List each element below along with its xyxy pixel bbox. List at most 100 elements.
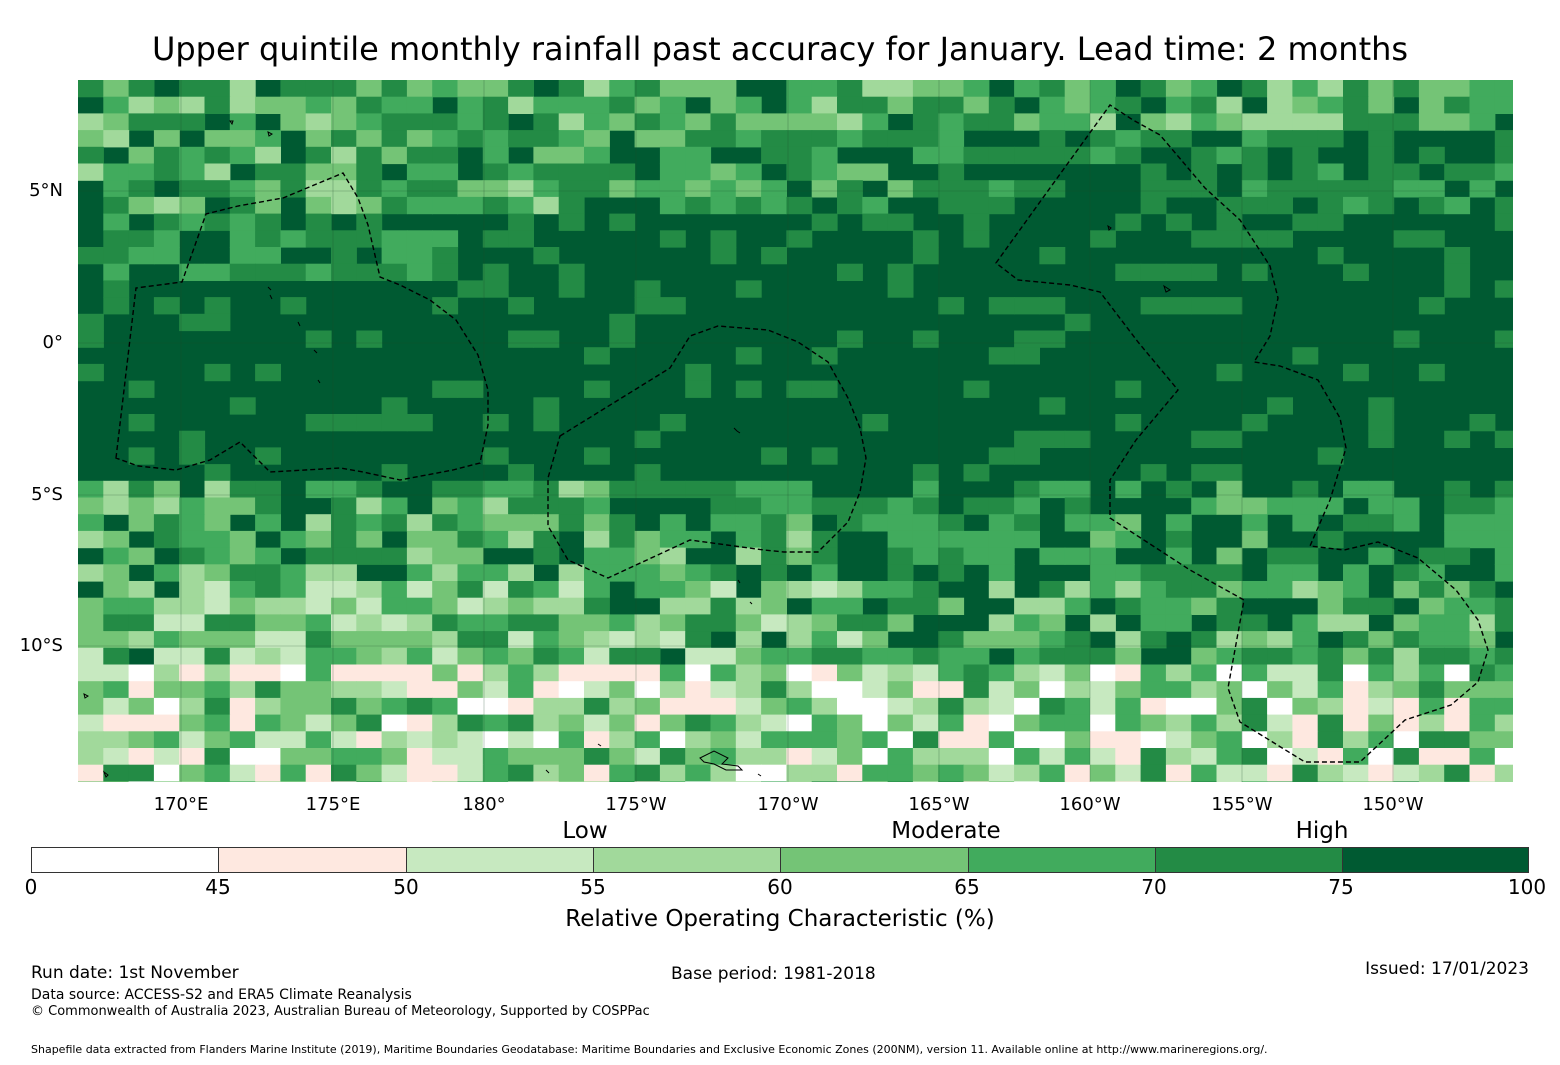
grid-cell <box>887 96 914 114</box>
grid-cell <box>1039 80 1066 98</box>
grid-cell <box>938 514 965 532</box>
grid-cell <box>963 146 990 165</box>
grid-cell <box>229 647 256 666</box>
grid-cell <box>786 480 813 499</box>
grid-cell <box>1444 781 1471 782</box>
grid-cell <box>1393 781 1420 782</box>
grid-cell <box>533 96 560 114</box>
grid-cell <box>179 731 206 749</box>
grid-cell <box>710 130 737 148</box>
grid-cell <box>1418 230 1445 248</box>
grid-cell <box>255 681 281 699</box>
grid-cell <box>229 748 256 766</box>
grid-cell <box>1267 130 1293 148</box>
grid-cell <box>533 497 560 515</box>
grid-cell <box>1216 213 1243 231</box>
grid-cell <box>988 714 1015 732</box>
grid-cell <box>331 96 357 114</box>
grid-cell <box>584 614 610 632</box>
grid-cell <box>331 697 357 716</box>
grid-cell <box>862 764 889 782</box>
grid-cell <box>280 263 307 281</box>
grid-cell <box>482 96 509 114</box>
grid-cell <box>103 230 130 248</box>
grid-cell <box>963 681 990 699</box>
grid-cell <box>280 664 307 682</box>
grid-cell <box>862 514 889 532</box>
grid-cell <box>331 113 357 131</box>
grid-cell <box>1494 280 1513 298</box>
grid-cell <box>558 714 585 732</box>
grid-cell <box>1494 647 1513 666</box>
grid-cell <box>1090 781 1116 782</box>
grid-cell <box>305 113 332 131</box>
grid-cell <box>584 497 610 515</box>
grid-cell <box>381 597 408 615</box>
grid-cell <box>331 781 357 782</box>
grid-cell <box>356 731 383 749</box>
lon-label-165w: 165°W <box>908 794 970 815</box>
grid-cell <box>1115 748 1142 766</box>
grid-cell <box>1191 430 1218 448</box>
grid-cell <box>1039 681 1066 699</box>
grid-cell <box>1039 647 1066 666</box>
grid-cell <box>1191 581 1218 599</box>
grid-cell <box>786 614 813 632</box>
grid-cell <box>1494 130 1513 148</box>
grid-cell <box>837 263 863 281</box>
grid-cell <box>1393 230 1420 248</box>
grid-cell <box>204 146 231 165</box>
grid-cell <box>229 80 256 98</box>
grid-cell <box>406 647 433 666</box>
grid-cell <box>1165 297 1192 315</box>
grid-cell <box>508 731 534 749</box>
grid-cell <box>280 80 307 98</box>
grid-cell <box>103 263 130 281</box>
grid-cell <box>584 146 610 165</box>
grid-cell <box>1241 781 1268 782</box>
grid-cell <box>305 163 332 181</box>
grid-cell <box>255 514 281 532</box>
grid-cell <box>381 230 408 248</box>
grid-cell <box>1317 180 1344 198</box>
grid-cell <box>1064 748 1091 766</box>
grid-cell <box>1165 130 1192 148</box>
grid-cell <box>1418 714 1445 732</box>
grid-cell <box>508 196 534 215</box>
grid-cell <box>381 631 408 649</box>
grid-cell <box>356 714 383 732</box>
grid-cell <box>963 781 990 782</box>
grid-cell <box>1444 514 1471 532</box>
grid-cell <box>406 614 433 632</box>
grid-cell <box>1241 714 1268 732</box>
grid-cell <box>938 631 965 649</box>
colorbar-tick-55: 55 <box>580 875 606 899</box>
grid-cell <box>988 514 1015 532</box>
grid-cell <box>1317 748 1344 766</box>
grid-cell <box>280 681 307 699</box>
grid-cell <box>1444 96 1471 114</box>
eez-boundary-tokelau-samoa <box>547 325 867 579</box>
grid-cell <box>103 697 130 716</box>
grid-cell <box>1216 581 1243 599</box>
grid-cell <box>887 681 914 699</box>
grid-cell <box>609 96 636 114</box>
grid-cell <box>305 581 332 599</box>
grid-cell <box>761 146 787 165</box>
colorbar-bin-5 <box>969 848 1156 872</box>
grid-cell <box>1191 497 1218 515</box>
grid-cell <box>1115 213 1142 231</box>
grid-cell <box>1014 781 1040 782</box>
grid-cell <box>280 714 307 732</box>
grid-cell <box>1368 514 1395 532</box>
grid-cell <box>457 748 484 766</box>
lon-label-160w: 160°W <box>1059 794 1121 815</box>
grid-cell <box>1368 80 1395 98</box>
grid-cell <box>153 697 180 716</box>
grid-cell <box>1115 664 1142 682</box>
grid-cell <box>659 113 686 131</box>
grid-cell <box>862 414 889 432</box>
grid-cell <box>735 196 762 215</box>
grid-cell <box>1216 647 1243 666</box>
colorbar-bin-4 <box>781 848 969 872</box>
